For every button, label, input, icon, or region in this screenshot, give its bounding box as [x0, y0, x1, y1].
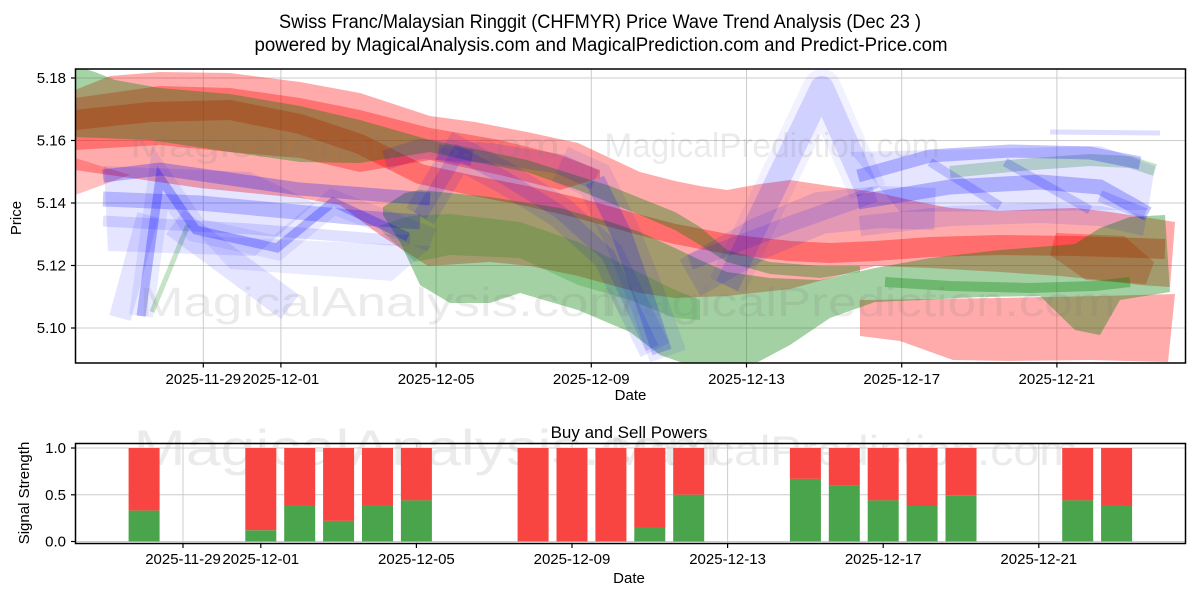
svg-text:5.16: 5.16: [37, 133, 66, 150]
svg-text:2025-11-29: 2025-11-29: [165, 371, 241, 388]
svg-text:Date: Date: [613, 570, 645, 587]
svg-text:MagicalPrediction.com: MagicalPrediction.com: [605, 127, 940, 165]
svg-text:5.10: 5.10: [37, 320, 66, 337]
svg-text:2025-11-29: 2025-11-29: [145, 551, 221, 568]
svg-text:2025-12-01: 2025-12-01: [243, 371, 320, 388]
svg-text:0.0: 0.0: [45, 534, 66, 551]
svg-text:5.12: 5.12: [37, 258, 66, 275]
svg-text:Signal Strength: Signal Strength: [16, 442, 33, 545]
svg-text:2025-12-01: 2025-12-01: [222, 551, 299, 568]
svg-text:2025-12-21: 2025-12-21: [1000, 551, 1077, 568]
svg-text:Swiss Franc/Malaysian Ringgit: Swiss Franc/Malaysian Ringgit (CHFMYR) P…: [279, 12, 921, 33]
svg-text:1.0: 1.0: [45, 440, 66, 457]
svg-text:2025-12-13: 2025-12-13: [708, 371, 785, 388]
svg-text:2025-12-05: 2025-12-05: [398, 371, 475, 388]
svg-text:MagicalPrediction.com: MagicalPrediction.com: [601, 279, 1116, 325]
svg-text:2025-12-09: 2025-12-09: [553, 371, 630, 388]
svg-text:2025-12-21: 2025-12-21: [1019, 371, 1096, 388]
svg-text:5.14: 5.14: [37, 195, 66, 212]
svg-text:2025-12-13: 2025-12-13: [689, 551, 766, 568]
svg-text:Date: Date: [615, 387, 647, 404]
svg-text:2025-12-17: 2025-12-17: [863, 371, 940, 388]
svg-text:MagicalAnalysis.com: MagicalAnalysis.com: [140, 279, 633, 325]
svg-text:0.5: 0.5: [45, 487, 66, 504]
svg-text:Price: Price: [8, 201, 25, 235]
svg-text:5.18: 5.18: [37, 70, 66, 87]
svg-text:MagicalAnalysis.com: MagicalAnalysis.com: [130, 127, 560, 165]
svg-text:2025-12-05: 2025-12-05: [378, 551, 455, 568]
svg-text:2025-12-17: 2025-12-17: [845, 551, 922, 568]
svg-text:Buy and Sell Powers: Buy and Sell Powers: [551, 423, 708, 442]
svg-text:powered by MagicalAnalysis.com: powered by MagicalAnalysis.com and Magic…: [255, 35, 948, 56]
svg-text:2025-12-09: 2025-12-09: [534, 551, 611, 568]
